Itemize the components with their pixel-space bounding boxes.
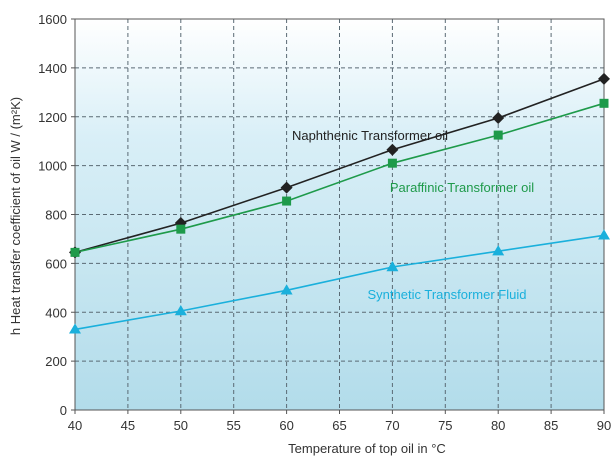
data-point-square <box>176 224 186 234</box>
series-line-3 <box>74 234 605 331</box>
x-tick-label: 50 <box>174 418 188 433</box>
data-point-diamond <box>598 72 610 85</box>
y-tick-label: 800 <box>45 208 67 223</box>
series-line-2 <box>74 102 605 254</box>
y-tick-label: 1000 <box>38 159 67 174</box>
data-point-square <box>282 196 292 206</box>
data-point-square <box>387 158 397 168</box>
y-axis-ticks: 0 200 400 600 800 1000 1200 1400 1600 <box>38 12 75 418</box>
data-point-triangle <box>386 261 399 272</box>
data-point-square <box>493 130 503 140</box>
data-point-square <box>70 247 80 257</box>
series-label-2: Paraffinic Transformer oil <box>390 180 534 195</box>
data-point-diamond <box>280 181 293 194</box>
y-tick-label: 200 <box>45 354 67 369</box>
y-tick-label: 400 <box>45 305 67 320</box>
series-labels: Naphthenic Transformer oil Paraffinic Tra… <box>292 128 534 302</box>
x-tick-label: 90 <box>597 418 611 433</box>
x-tick-label: 70 <box>385 418 399 433</box>
x-tick-label: 55 <box>226 418 240 433</box>
data-point-triangle <box>492 245 505 256</box>
data-point-diamond <box>386 143 399 156</box>
series-lines <box>74 78 605 331</box>
series-markers <box>69 72 610 334</box>
data-point-triangle <box>280 284 293 295</box>
data-point-triangle <box>69 323 81 334</box>
x-tick-label: 75 <box>438 418 452 433</box>
x-tick-label: 65 <box>332 418 346 433</box>
y-tick-label: 0 <box>60 403 67 418</box>
y-tick-label: 1600 <box>38 12 67 27</box>
data-point-triangle <box>598 229 610 240</box>
y-tick-label: 600 <box>45 256 67 271</box>
y-tick-label: 1400 <box>38 61 67 76</box>
series-label-1: Naphthenic Transformer oil <box>292 128 448 143</box>
x-tick-label: 80 <box>491 418 505 433</box>
x-tick-label: 40 <box>68 418 82 433</box>
series-line-1 <box>74 78 605 254</box>
x-axis-ticks: 40 45 50 55 60 65 70 75 80 85 90 <box>68 410 611 433</box>
data-point-square <box>599 98 609 108</box>
x-tick-label: 45 <box>121 418 135 433</box>
y-axis-title: h Heat transfer coefficient of oil W / (… <box>8 97 23 335</box>
grid-lines <box>75 19 604 410</box>
data-point-triangle <box>174 305 187 316</box>
x-tick-label: 85 <box>544 418 558 433</box>
y-tick-label: 1200 <box>38 110 67 125</box>
x-axis-title: Temperature of top oil in °C <box>288 441 446 456</box>
series-label-3: Synthetic Transformer Fluid <box>368 287 527 302</box>
x-tick-label: 60 <box>279 418 293 433</box>
data-point-diamond <box>492 111 505 124</box>
